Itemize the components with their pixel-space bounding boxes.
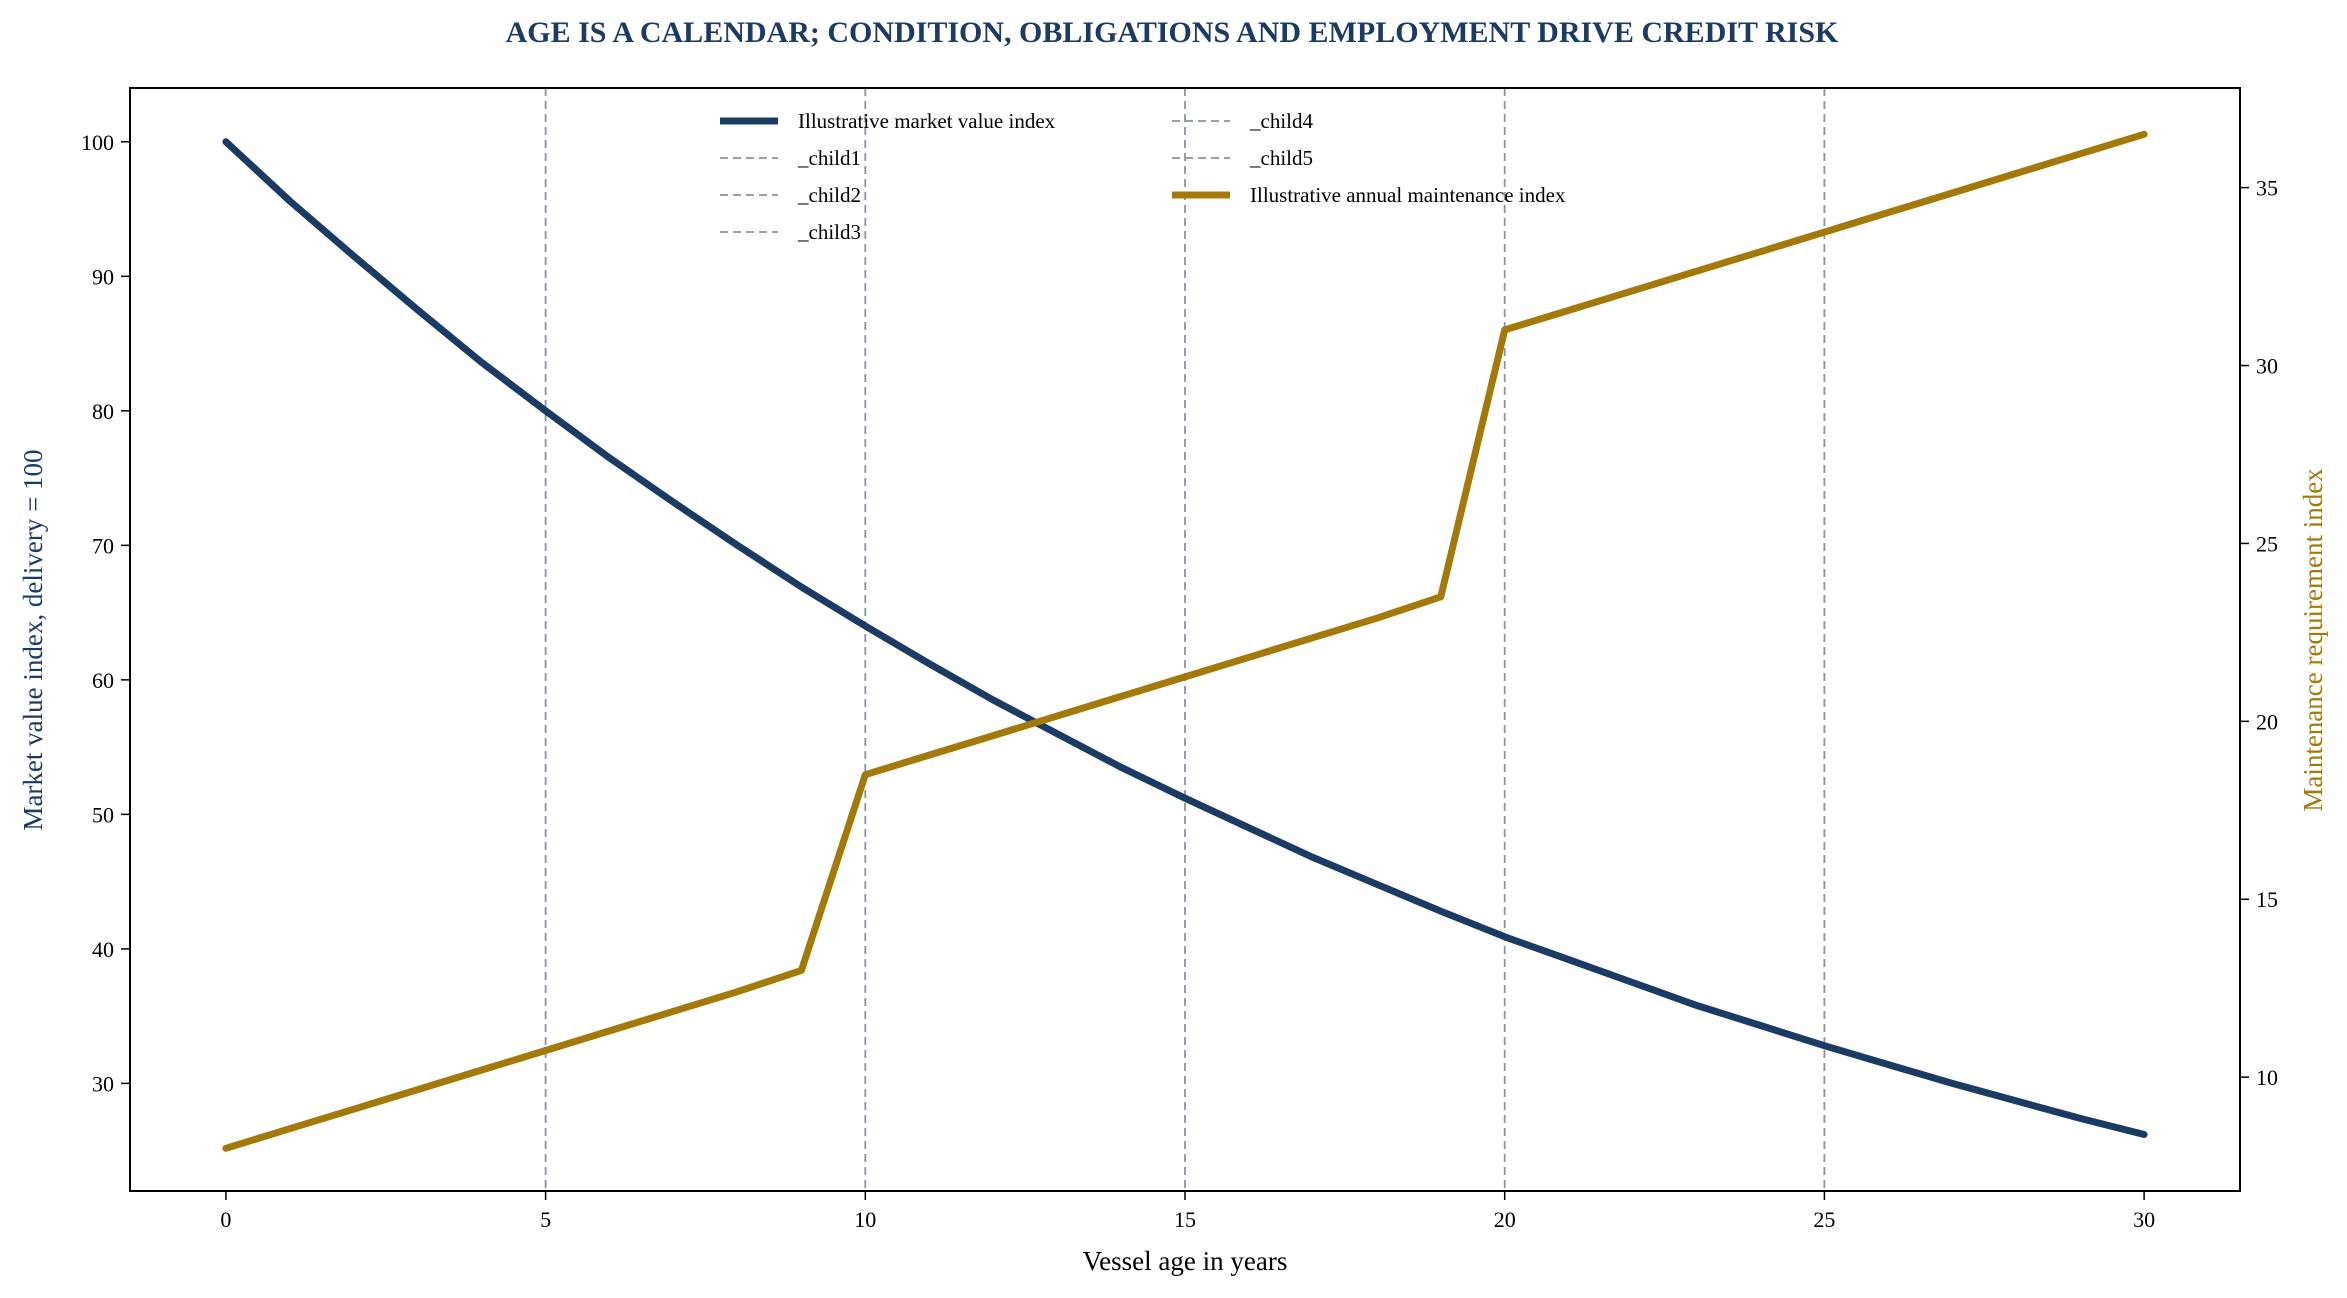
maintenance-series-line <box>222 130 2148 1152</box>
legend-label: _child3 <box>797 220 861 244</box>
y-right-tick-label: 15 <box>2256 887 2278 912</box>
x-tick-label: 15 <box>1174 1207 1196 1232</box>
legend-label: _child2 <box>797 183 861 207</box>
x-tick-label: 5 <box>540 1207 551 1232</box>
y-left-axis-label: Market value index, delivery = 100 <box>18 449 48 830</box>
y-right-tick-label: 35 <box>2256 176 2278 201</box>
y-right-tick-label: 30 <box>2256 354 2278 379</box>
y-left-tick-label: 100 <box>81 130 114 155</box>
legend: Illustrative market value index _child1 _c… <box>720 109 1566 244</box>
x-tick-label: 20 <box>1494 1207 1516 1232</box>
legend-label: _child4 <box>1249 109 1313 133</box>
y-right-tick-label: 10 <box>2256 1065 2278 1090</box>
series-lines <box>222 130 2148 1152</box>
y-left-tick-label: 60 <box>92 668 114 693</box>
x-tick-label: 0 <box>220 1207 231 1232</box>
y-left-tick-label: 80 <box>92 399 114 424</box>
legend-label: _child5 <box>1249 146 1313 170</box>
legend-label: Illustrative market value index <box>798 109 1056 133</box>
y-left-tick-label: 30 <box>92 1071 114 1096</box>
x-tick-label: 10 <box>854 1207 876 1232</box>
legend-label: Illustrative annual maintenance index <box>1250 183 1566 207</box>
y-right-tick-label: 20 <box>2256 709 2278 734</box>
y-right-axis-label: Maintenance requirement index <box>2298 468 2328 812</box>
y-left-axis: 30 40 50 60 70 80 90 100 <box>81 130 130 1096</box>
milestone-lines <box>544 88 1826 1191</box>
y-right-tick-label: 25 <box>2256 531 2278 556</box>
legend-label: _child1 <box>797 146 861 170</box>
y-left-tick-label: 70 <box>92 533 114 558</box>
x-axis-label: Vessel age in years <box>1083 1246 1288 1276</box>
y-right-axis: 10 15 20 25 30 35 <box>2240 176 2278 1090</box>
y-left-tick-label: 40 <box>92 937 114 962</box>
x-tick-label: 30 <box>2133 1207 2155 1232</box>
x-axis: 0 5 10 15 20 25 30 <box>220 1191 2155 1232</box>
chart-title: AGE IS A CALENDAR; CONDITION, OBLIGATION… <box>506 16 1839 49</box>
x-tick-label: 25 <box>1813 1207 1835 1232</box>
y-left-tick-label: 90 <box>92 264 114 289</box>
market-value-series-line <box>222 138 2148 1138</box>
y-left-tick-label: 50 <box>92 802 114 827</box>
